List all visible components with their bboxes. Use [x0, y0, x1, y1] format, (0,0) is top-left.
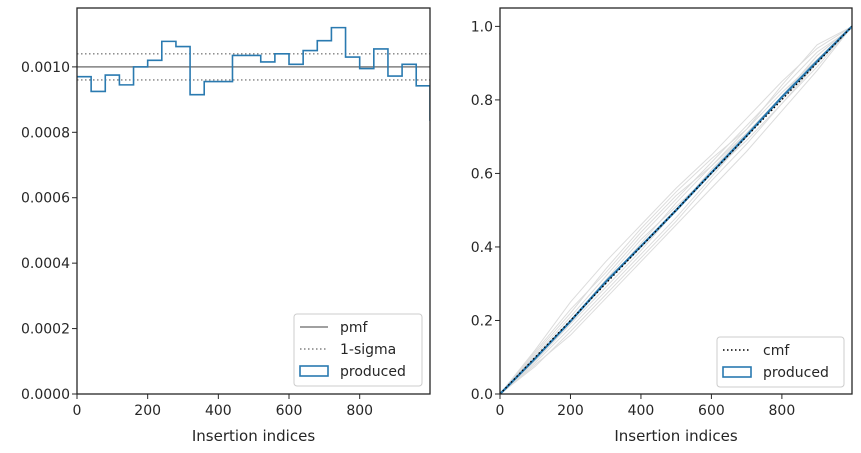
cmf-line — [500, 25, 852, 394]
legend-label: produced — [340, 364, 406, 380]
sample-cdf-line — [500, 27, 852, 394]
plot-content — [77, 26, 430, 121]
produced-step-line — [77, 26, 430, 121]
x-tick-label: 600 — [698, 403, 725, 419]
y-tick-label: 0.0006 — [21, 191, 70, 207]
x-tick-label: 800 — [346, 403, 373, 419]
y-tick-label: 0.0008 — [21, 125, 70, 141]
y-tick-label: 0.0010 — [21, 60, 70, 76]
legend-swatch-produced — [722, 366, 752, 378]
x-tick-label: 400 — [628, 403, 655, 419]
sample-cdf-line — [500, 26, 852, 394]
y-tick-label: 0.6 — [471, 166, 493, 182]
sample-cdf-line — [500, 26, 852, 394]
legend-box — [716, 336, 845, 388]
x-axis-label: Insertion indices — [192, 427, 315, 445]
y-tick-label: 0.8 — [471, 93, 493, 109]
legend-label: cmf — [763, 343, 790, 359]
sample-cdf-line — [500, 25, 852, 394]
chart-right-cmf: 0 200 400 600 800 0.0 0.2 0.4 0.6 0.8 1.0 Insertion… — [471, 7, 853, 445]
legend: cmf produced — [716, 336, 845, 388]
y-tick-label: 0.2 — [471, 313, 493, 329]
legend: pmf 1-sigma produced — [293, 313, 423, 387]
x-tick-label: 200 — [557, 403, 584, 419]
legend-box — [293, 313, 423, 387]
chart-left-pmf: 0 200 400 600 800 0.0000 0.0002 0.0004 0.0006 0.0… — [21, 7, 431, 445]
y-tick-label: 0.0004 — [21, 256, 70, 272]
x-axis-label: Insertion indices — [614, 427, 737, 445]
plot-frame — [76, 7, 431, 395]
y-tick-label: 0.0 — [471, 387, 493, 403]
plot-content — [500, 25, 852, 394]
y-tick-label: 0.0000 — [21, 387, 70, 403]
x-tick-label: 800 — [769, 403, 796, 419]
legend-label: 1-sigma — [340, 342, 396, 358]
y-tick-label: 0.4 — [471, 240, 493, 256]
sample-cdf-line — [500, 26, 852, 394]
x-tick-label: 0 — [496, 403, 505, 419]
x-tick-label: 400 — [205, 403, 232, 419]
legend-label: produced — [763, 365, 829, 381]
x-tick-label: 200 — [134, 403, 161, 419]
y-tick-label: 0.0002 — [21, 322, 70, 338]
legend-label: pmf — [340, 320, 369, 336]
sample-cdf-line — [500, 25, 852, 394]
x-tick-label: 0 — [73, 403, 82, 419]
plot-frame — [499, 7, 853, 395]
legend-swatch-produced — [299, 365, 329, 377]
x-tick-label: 600 — [276, 403, 303, 419]
y-tick-label: 1.0 — [471, 19, 493, 35]
